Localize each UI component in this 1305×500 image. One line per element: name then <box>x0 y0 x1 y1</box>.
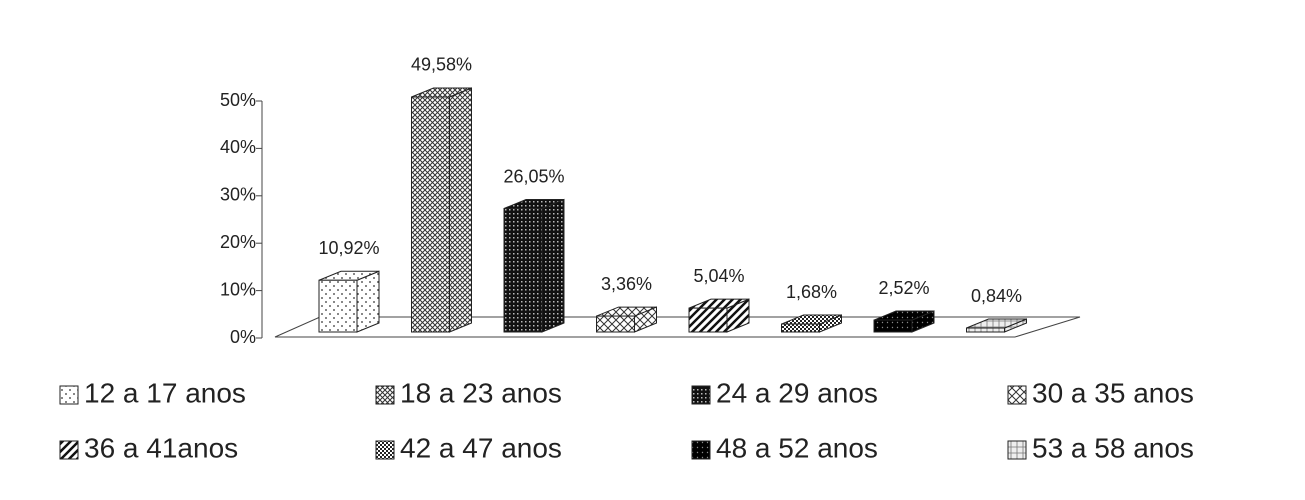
legend-swatch <box>1007 385 1027 405</box>
bar <box>966 327 1005 333</box>
bar <box>503 208 543 333</box>
y-tick-label: 40% <box>220 137 256 157</box>
value-label: 10,92% <box>318 238 379 258</box>
legend-label: 36 a 41anos <box>84 432 238 463</box>
value-label: 3,36% <box>601 274 652 294</box>
y-tick-label: 30% <box>220 185 256 205</box>
bar <box>318 279 358 333</box>
bar-side <box>449 87 472 333</box>
value-label: 49,58% <box>411 55 472 75</box>
y-tick-label: 20% <box>220 232 256 252</box>
legend-label: 48 a 52 anos <box>716 432 878 463</box>
legend-label: 53 a 58 anos <box>1032 432 1194 463</box>
legend-swatch <box>1007 440 1027 460</box>
bar-side <box>541 198 565 333</box>
legend-swatch <box>59 385 79 405</box>
legend-swatch <box>375 385 395 405</box>
legend-label: 30 a 35 anos <box>1032 377 1194 408</box>
y-tick-label: 50% <box>220 90 256 110</box>
bar <box>688 307 728 333</box>
legend-label: 12 a 17 anos <box>84 377 246 408</box>
y-tick-label: 0% <box>230 327 256 347</box>
value-label: 1,68% <box>786 282 837 302</box>
value-label: 0,84% <box>971 286 1022 306</box>
legend-swatch <box>691 440 711 460</box>
bar-side <box>356 270 380 333</box>
value-label: 26,05% <box>503 166 564 186</box>
legend-label: 24 a 29 anos <box>716 377 878 408</box>
bar <box>873 319 913 333</box>
legend-swatch <box>691 385 711 405</box>
legend-swatch <box>59 440 79 460</box>
bar <box>411 96 450 333</box>
legend-swatch <box>375 440 395 460</box>
floor <box>274 316 1081 338</box>
value-label: 2,52% <box>878 278 929 298</box>
y-tick-label: 10% <box>220 279 256 299</box>
bar <box>781 323 820 333</box>
legend-label: 18 a 23 anos <box>400 377 562 408</box>
value-label: 5,04% <box>693 266 744 286</box>
legend-label: 42 a 47 anos <box>400 432 562 463</box>
bar <box>596 315 635 333</box>
